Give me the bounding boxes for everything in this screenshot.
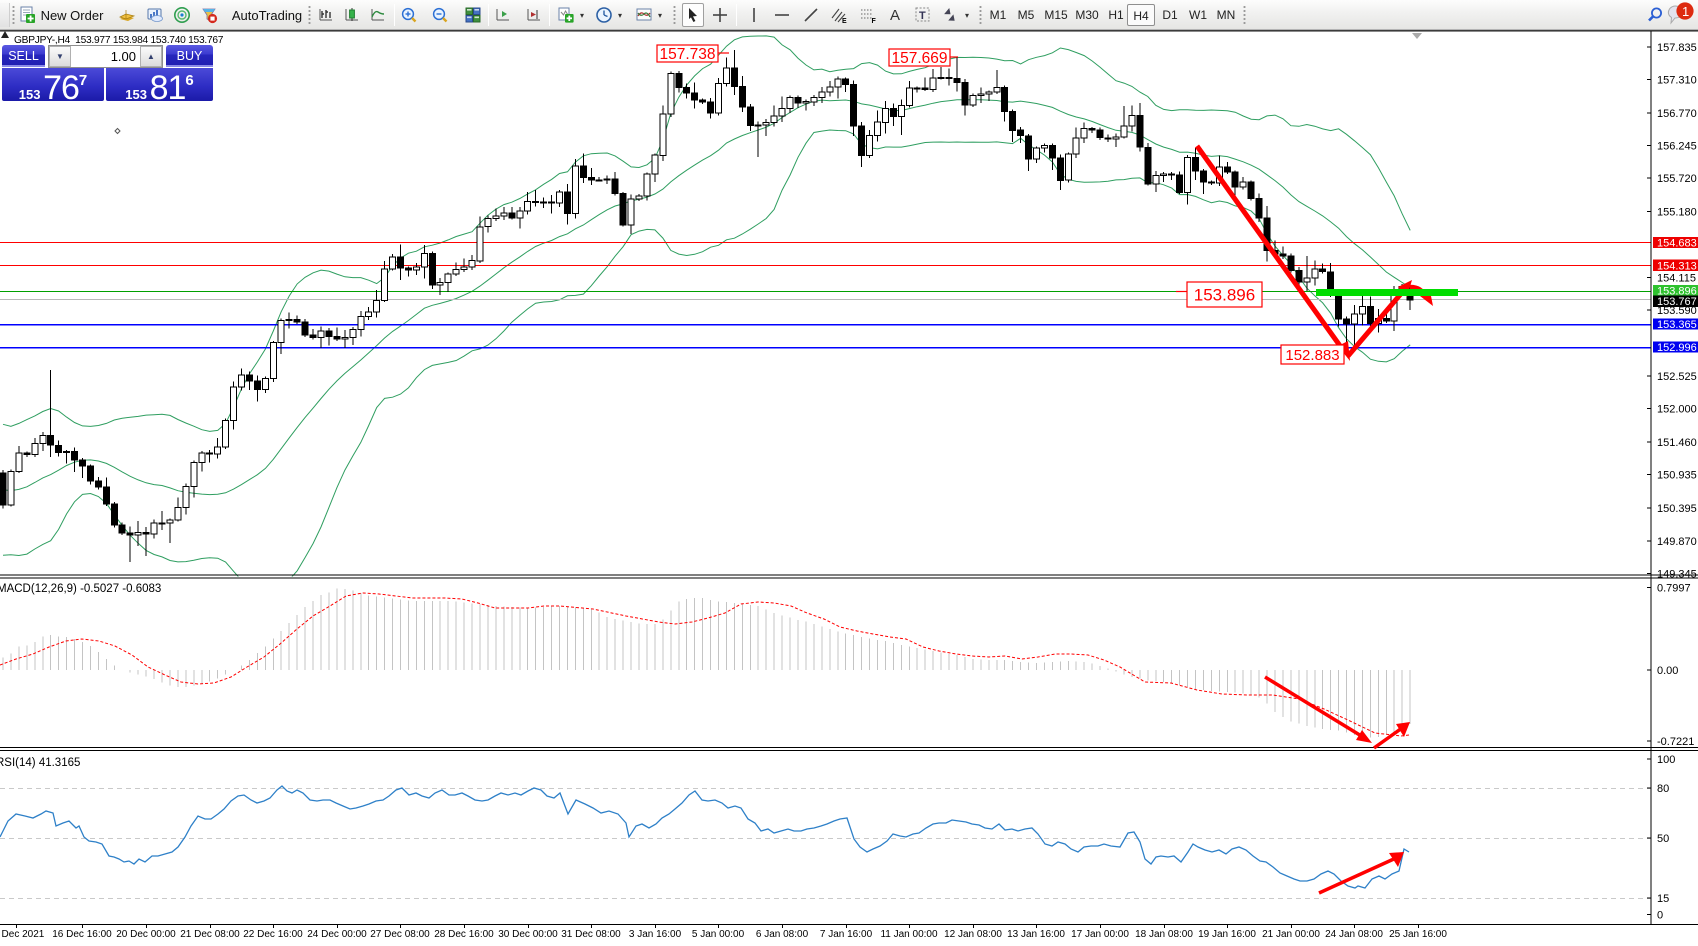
svg-text:157.738: 157.738 bbox=[659, 46, 715, 63]
svg-text:0.7997: 0.7997 bbox=[1657, 583, 1691, 595]
svg-text:11 Jan 00:00: 11 Jan 00:00 bbox=[880, 929, 938, 940]
svg-text:151.460: 151.460 bbox=[1657, 437, 1697, 449]
svg-text:MACD(12,26,9) -0.5027 -0.6083: MACD(12,26,9) -0.5027 -0.6083 bbox=[0, 583, 161, 595]
svg-text:RSI(14) 41.3165: RSI(14) 41.3165 bbox=[0, 757, 80, 769]
svg-text:17 Jan 00:00: 17 Jan 00:00 bbox=[1071, 929, 1129, 940]
svg-text:15: 15 bbox=[1657, 893, 1669, 905]
svg-text:28 Dec 16:00: 28 Dec 16:00 bbox=[434, 929, 494, 940]
svg-text:3 Jan 16:00: 3 Jan 16:00 bbox=[629, 929, 682, 940]
svg-text:19 Jan 16:00: 19 Jan 16:00 bbox=[1198, 929, 1256, 940]
svg-text:149.345: 149.345 bbox=[1657, 568, 1697, 580]
svg-text:154.313: 154.313 bbox=[1657, 260, 1697, 272]
svg-text:157.669: 157.669 bbox=[891, 50, 947, 67]
svg-text:1: 1 bbox=[1682, 4, 1689, 19]
svg-text:T: T bbox=[919, 10, 926, 22]
svg-text:16 Dec 16:00: 16 Dec 16:00 bbox=[52, 929, 112, 940]
svg-text:152.996: 152.996 bbox=[1657, 342, 1697, 354]
svg-text:15 Dec 2021: 15 Dec 2021 bbox=[0, 929, 45, 940]
svg-text:0: 0 bbox=[1657, 910, 1663, 922]
svg-text:153.590: 153.590 bbox=[1657, 305, 1697, 317]
svg-text:152.525: 152.525 bbox=[1657, 371, 1697, 383]
svg-text:155.180: 155.180 bbox=[1657, 207, 1697, 219]
svg-text:22 Dec 16:00: 22 Dec 16:00 bbox=[243, 929, 303, 940]
svg-text:150.395: 150.395 bbox=[1657, 503, 1697, 515]
svg-text:149.870: 149.870 bbox=[1657, 536, 1697, 548]
svg-text:31 Dec 08:00: 31 Dec 08:00 bbox=[561, 929, 621, 940]
svg-text:153.896: 153.896 bbox=[1194, 286, 1255, 305]
svg-text:25 Jan 16:00: 25 Jan 16:00 bbox=[1389, 929, 1447, 940]
svg-text:153.767: 153.767 bbox=[1657, 296, 1697, 308]
svg-text:21 Dec 08:00: 21 Dec 08:00 bbox=[180, 929, 240, 940]
svg-text:80: 80 bbox=[1657, 783, 1669, 795]
svg-text:24 Dec 00:00: 24 Dec 00:00 bbox=[307, 929, 367, 940]
svg-text:27 Dec 08:00: 27 Dec 08:00 bbox=[370, 929, 430, 940]
svg-text:E: E bbox=[842, 18, 847, 24]
svg-text:157.310: 157.310 bbox=[1657, 75, 1697, 87]
svg-text:21 Jan 00:00: 21 Jan 00:00 bbox=[1262, 929, 1320, 940]
svg-text:-0.7221: -0.7221 bbox=[1657, 736, 1694, 748]
svg-text:6 Jan 08:00: 6 Jan 08:00 bbox=[756, 929, 809, 940]
svg-text:152.000: 152.000 bbox=[1657, 404, 1697, 416]
svg-text:154.683: 154.683 bbox=[1657, 237, 1697, 249]
svg-text:154.115: 154.115 bbox=[1657, 273, 1696, 285]
svg-text:13 Jan 16:00: 13 Jan 16:00 bbox=[1007, 929, 1065, 940]
svg-text:153.365: 153.365 bbox=[1657, 319, 1697, 331]
svg-text:100: 100 bbox=[1657, 754, 1675, 766]
svg-text:156.245: 156.245 bbox=[1657, 141, 1697, 153]
svg-text:20 Dec 00:00: 20 Dec 00:00 bbox=[116, 929, 176, 940]
svg-text:18 Jan 08:00: 18 Jan 08:00 bbox=[1135, 929, 1193, 940]
svg-text:30 Dec 00:00: 30 Dec 00:00 bbox=[498, 929, 558, 940]
svg-text:155.720: 155.720 bbox=[1657, 173, 1697, 185]
svg-text:24 Jan 08:00: 24 Jan 08:00 bbox=[1325, 929, 1383, 940]
svg-text:GBPJPY-,H4 153.977 153.984 15: GBPJPY-,H4 153.977 153.984 153.740 153.7… bbox=[14, 35, 224, 46]
svg-text:0.00: 0.00 bbox=[1657, 665, 1678, 677]
svg-text:5 Jan 00:00: 5 Jan 00:00 bbox=[692, 929, 745, 940]
svg-text:156.770: 156.770 bbox=[1657, 108, 1697, 120]
svg-text:157.835: 157.835 bbox=[1657, 42, 1697, 54]
svg-text:12 Jan 08:00: 12 Jan 08:00 bbox=[944, 929, 1002, 940]
svg-text:153.896: 153.896 bbox=[1657, 286, 1697, 298]
svg-text:F: F bbox=[872, 18, 877, 24]
svg-text:7 Jan 16:00: 7 Jan 16:00 bbox=[820, 929, 873, 940]
svg-text:50: 50 bbox=[1657, 833, 1669, 845]
svg-text:150.935: 150.935 bbox=[1657, 470, 1697, 482]
svg-text:152.883: 152.883 bbox=[1285, 347, 1339, 364]
